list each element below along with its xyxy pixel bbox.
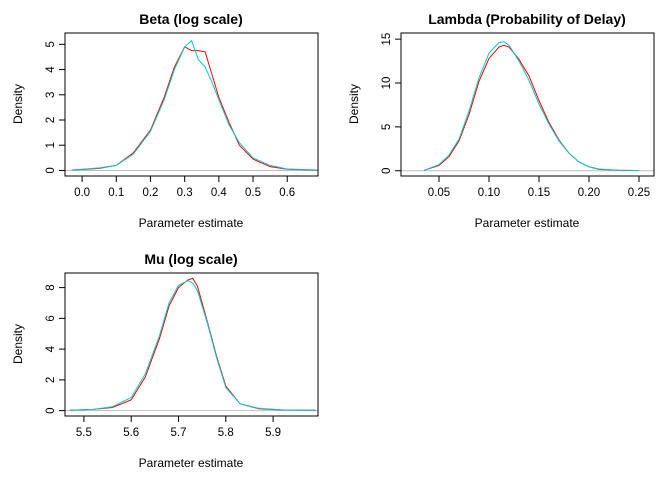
plot-area: 5.5 5.6 5.7 5.8 5.9 0 2 4 6 8 [45,272,319,439]
panel-beta: Beta (log scale) Parameter estimate Dens… [11,11,319,230]
x-tick-label: 5.7 [170,427,186,439]
x-tick-label: 0.0 [74,187,90,199]
density-line-series-2 [423,41,640,172]
density-line-series-2 [69,280,316,411]
plot-area: 0.05 0.10 0.15 0.20 0.25 0 5 10 15 [381,32,655,199]
plot-frame [64,272,319,417]
x-tick-label: 5.6 [123,427,139,439]
panel-title: Beta (log scale) [139,11,242,27]
x-tick-label: 5.5 [76,427,92,439]
y-tick-label: 8 [45,284,57,290]
panel-title: Lambda (Probability of Delay) [428,11,626,27]
y-tick-label: 5 [381,124,393,130]
x-axis-label: Parameter estimate [475,216,580,230]
x-tick-label: 0.3 [177,187,193,199]
x-tick-label: 0.6 [279,187,295,199]
x-tick-label: 0.10 [478,187,500,199]
x-tick-label: 0.20 [578,187,600,199]
x-axis-label: Parameter estimate [139,456,244,470]
panel-lambda: Lambda (Probability of Delay) Parameter … [347,11,655,230]
plot-area: 0.0 0.1 0.2 0.3 0.4 0.5 0.6 0 1 2 3 4 5 [45,32,319,199]
x-tick-label: 5.9 [265,427,281,439]
y-tick-label: 2 [45,377,57,383]
plot-frame [400,32,655,177]
y-tick-label: 0 [45,167,57,173]
plot-frame [64,32,319,177]
y-tick-label: 6 [45,315,57,321]
density-line-series-1 [69,277,316,411]
y-tick-label: 0 [381,168,393,174]
y-tick-label: 2 [45,117,57,123]
density-line-series-1 [423,44,640,172]
x-tick-label: 0.2 [142,187,158,199]
x-tick-label: 0.1 [108,187,124,199]
x-axis-label: Parameter estimate [139,216,244,230]
y-tick-label: 15 [381,33,393,46]
y-tick-label: 10 [381,77,393,90]
y-axis-label: Density [347,84,361,124]
y-axis-label: Density [11,84,25,124]
density-line-series-1 [71,46,319,171]
x-tick-label: 0.5 [245,187,261,199]
x-tick-label: 5.8 [218,427,234,439]
y-tick-label: 5 [45,41,57,47]
y-tick-label: 3 [45,92,57,98]
y-tick-label: 4 [45,66,57,73]
x-tick-label: 0.15 [528,187,550,199]
y-tick-label: 0 [45,407,57,413]
y-tick-label: 4 [45,345,57,352]
panel-mu: Mu (log scale) Parameter estimate Densit… [11,251,319,470]
x-tick-label: 0.25 [628,187,650,199]
panel-title: Mu (log scale) [144,251,237,267]
density-line-series-2 [71,39,319,171]
x-tick-label: 0.4 [211,187,228,199]
x-tick-label: 0.05 [428,187,450,199]
y-axis-label: Density [11,324,25,364]
y-tick-label: 1 [45,142,57,148]
